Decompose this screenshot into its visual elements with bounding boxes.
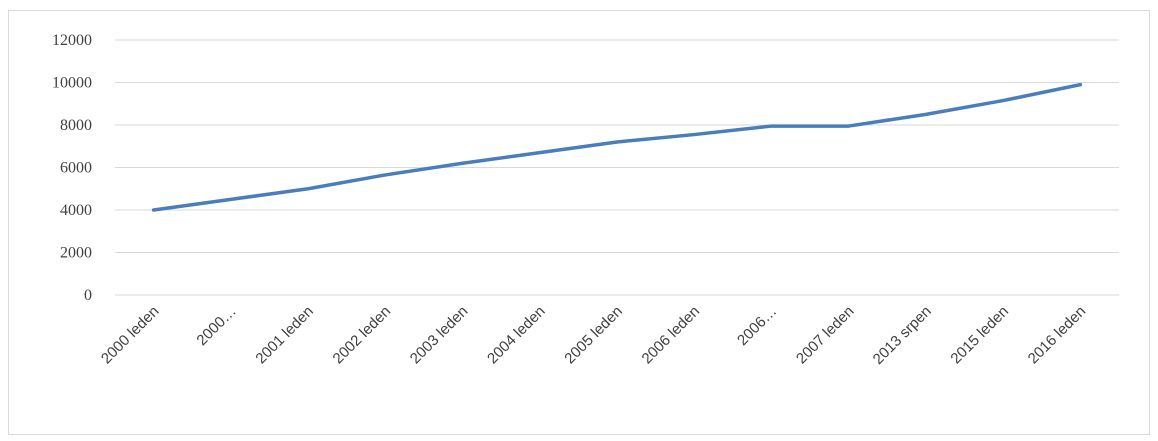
y-tick-label: 10000 [52,75,92,92]
y-tick-label: 12000 [52,32,92,49]
y-tick-label: 2000 [60,245,92,262]
chart-border [8,10,1150,435]
y-tick-label: 4000 [60,202,92,219]
line [151,82,1083,212]
y-tick-label: 6000 [60,160,92,177]
y-tick-label: 8000 [60,117,92,134]
y-tick-label: 0 [84,287,92,304]
